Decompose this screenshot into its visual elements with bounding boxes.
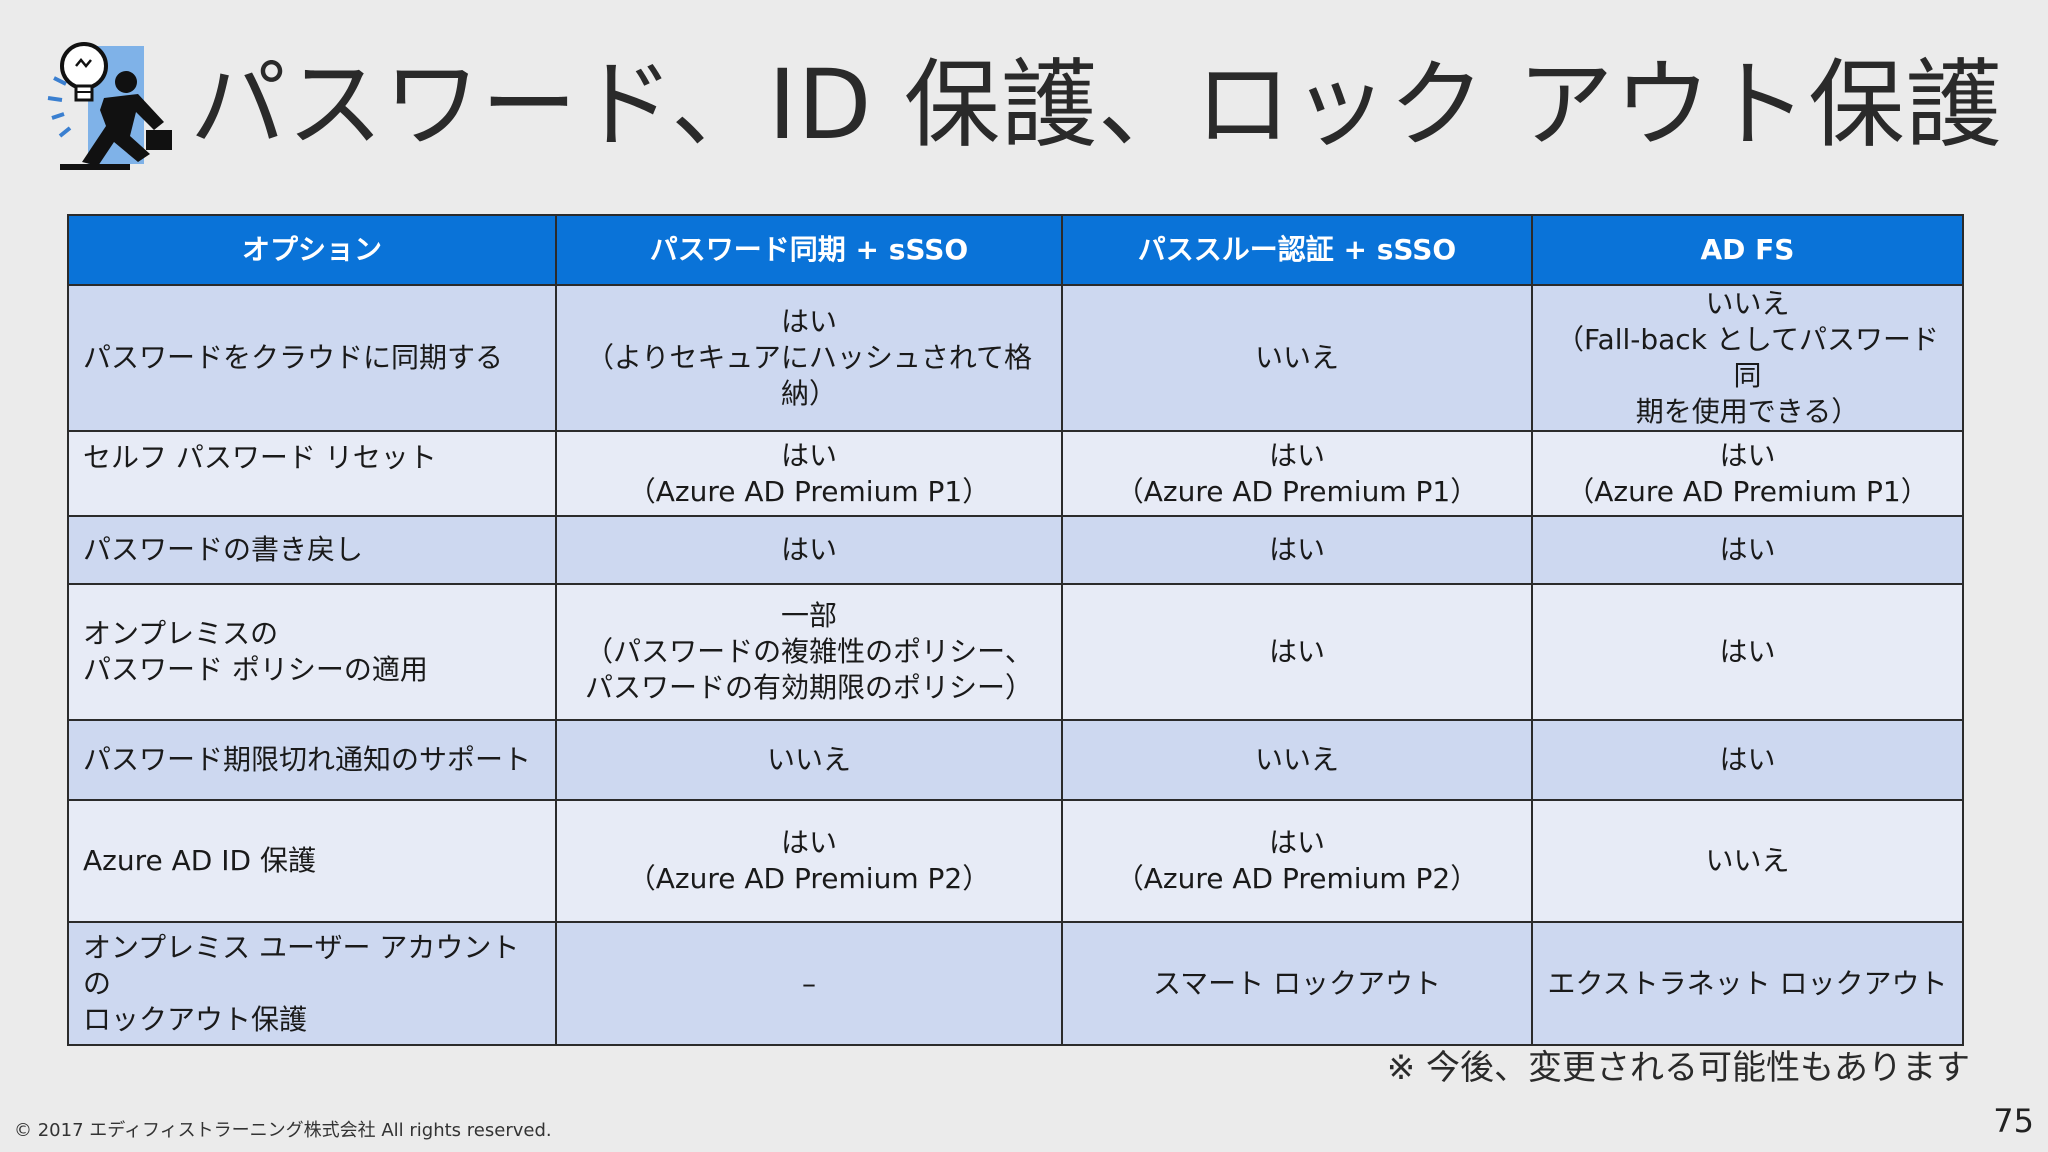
option-cell: Azure AD ID 保護 (67, 799, 557, 923)
table-row: パスワードの書き戻し はい はい はい (67, 515, 1964, 585)
pta-cell: はい (1061, 583, 1533, 721)
lightbulb-person-icon (26, 26, 176, 176)
table-row: パスワード期限切れ通知のサポート いいえ いいえ はい (67, 719, 1964, 801)
table-row: Azure AD ID 保護 はい （Azure AD Premium P2） は… (67, 799, 1964, 923)
phs-cell: はい (555, 515, 1063, 585)
phs-cell: はい （Azure AD Premium P2） (555, 799, 1063, 923)
adfs-cell: はい （Azure AD Premium P1） (1531, 430, 1964, 517)
adfs-cell: いいえ （Fall-back としてパスワード同 期を使用できる） (1531, 284, 1964, 432)
option-cell: セルフ パスワード リセット (67, 430, 557, 517)
copyright-footer: © 2017 エディフィストラーニング株式会社 All rights reser… (14, 1120, 552, 1141)
header-ad-fs: AD FS (1531, 214, 1964, 286)
option-cell: パスワードの書き戻し (67, 515, 557, 585)
phs-cell: 一部 （パスワードの複雑性のポリシー、 パスワードの有効期限のポリシー） (555, 583, 1063, 721)
comparison-table: オプション パスワード同期 + sSSO パススルー認証 + sSSO AD F… (67, 214, 1964, 1046)
phs-cell: はい （Azure AD Premium P1） (555, 430, 1063, 517)
phs-cell: いいえ (555, 719, 1063, 801)
table-header-row: オプション パスワード同期 + sSSO パススルー認証 + sSSO AD F… (67, 214, 1964, 286)
adfs-cell: いいえ (1531, 799, 1964, 923)
pta-cell: スマート ロックアウト (1061, 921, 1533, 1046)
adfs-cell: はい (1531, 583, 1964, 721)
option-cell: パスワードをクラウドに同期する (67, 284, 557, 432)
header-option: オプション (67, 214, 557, 286)
phs-cell: はい （よりセキュアにハッシュされて格納） (555, 284, 1063, 432)
disclaimer-note: ※ 今後、変更される可能性もあります (1386, 1048, 1970, 1088)
adfs-cell: はい (1531, 515, 1964, 585)
table-row: セルフ パスワード リセット はい （Azure AD Premium P1） は… (67, 430, 1964, 517)
pta-cell: いいえ (1061, 284, 1533, 432)
page-number: 75 (1993, 1102, 2034, 1140)
adfs-cell: はい (1531, 719, 1964, 801)
pta-cell: はい （Azure AD Premium P2） (1061, 799, 1533, 923)
table-row: オンプレミス ユーザー アカウントの ロックアウト保護 – スマート ロックアウト… (67, 921, 1964, 1046)
phs-cell: – (555, 921, 1063, 1046)
option-cell: オンプレミス ユーザー アカウントの ロックアウト保護 (67, 921, 557, 1046)
header-password-hash-sync: パスワード同期 + sSSO (555, 214, 1063, 286)
table-row: オンプレミスの パスワード ポリシーの適用 一部 （パスワードの複雑性のポリシー、パ… (67, 583, 1964, 721)
option-cell: パスワード期限切れ通知のサポート (67, 719, 557, 801)
pta-cell: はい （Azure AD Premium P1） (1061, 430, 1533, 517)
adfs-cell: エクストラネット ロックアウト (1531, 921, 1964, 1046)
option-cell: オンプレミスの パスワード ポリシーの適用 (67, 583, 557, 721)
slide-title: パスワード、ID 保護、ロック アウト保護 (190, 49, 2003, 161)
pta-cell: いいえ (1061, 719, 1533, 801)
header-pass-through-auth: パススルー認証 + sSSO (1061, 214, 1533, 286)
pta-cell: はい (1061, 515, 1533, 585)
table-row: パスワードをクラウドに同期する はい （よりセキュアにハッシュされて格納） いいえ… (67, 284, 1964, 432)
